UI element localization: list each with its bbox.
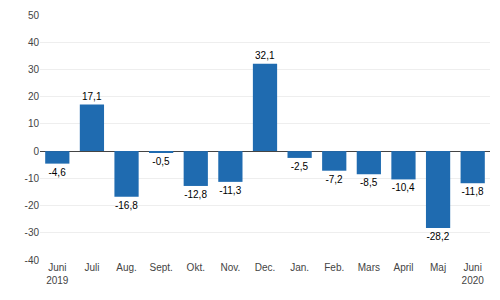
svg-text:-10,4: -10,4 xyxy=(392,182,415,193)
svg-text:Dec.: Dec. xyxy=(255,262,276,273)
svg-text:-0,5: -0,5 xyxy=(152,156,170,167)
svg-text:Okt.: Okt. xyxy=(187,262,205,273)
svg-text:0: 0 xyxy=(33,146,39,157)
svg-text:-7,2: -7,2 xyxy=(325,174,343,185)
svg-text:-40: -40 xyxy=(25,255,40,266)
svg-text:-11,3: -11,3 xyxy=(219,185,241,196)
svg-text:-28,2: -28,2 xyxy=(426,231,449,242)
svg-text:Nov.: Nov. xyxy=(220,262,240,273)
svg-text:-2,5: -2,5 xyxy=(291,161,309,172)
svg-text:-20: -20 xyxy=(25,200,40,211)
svg-text:-16,8: -16,8 xyxy=(115,200,138,211)
svg-text:Juni2019: Juni2019 xyxy=(46,262,69,286)
svg-text:-8,5: -8,5 xyxy=(360,177,378,188)
svg-text:50: 50 xyxy=(28,10,40,21)
svg-text:-4,6: -4,6 xyxy=(48,167,66,178)
svg-text:Jan.: Jan. xyxy=(290,262,309,273)
svg-text:Feb.: Feb. xyxy=(324,262,344,273)
svg-text:Sept.: Sept. xyxy=(149,262,172,273)
svg-text:Juni2020: Juni2020 xyxy=(462,262,485,286)
svg-text:April: April xyxy=(393,262,413,273)
svg-text:20: 20 xyxy=(28,91,40,102)
svg-text:40: 40 xyxy=(28,37,40,48)
svg-text:Aug.: Aug. xyxy=(116,262,137,273)
svg-text:17,1: 17,1 xyxy=(82,91,102,102)
svg-text:-10: -10 xyxy=(25,173,40,184)
svg-text:Maj: Maj xyxy=(430,262,446,273)
svg-text:32,1: 32,1 xyxy=(255,50,275,61)
svg-text:Mars: Mars xyxy=(358,262,380,273)
svg-text:-12,8: -12,8 xyxy=(184,189,207,200)
svg-text:30: 30 xyxy=(28,64,40,75)
svg-text:10: 10 xyxy=(28,118,40,129)
svg-text:-11,8: -11,8 xyxy=(461,186,483,197)
svg-text:-30: -30 xyxy=(25,227,40,238)
svg-text:Juli: Juli xyxy=(84,262,99,273)
